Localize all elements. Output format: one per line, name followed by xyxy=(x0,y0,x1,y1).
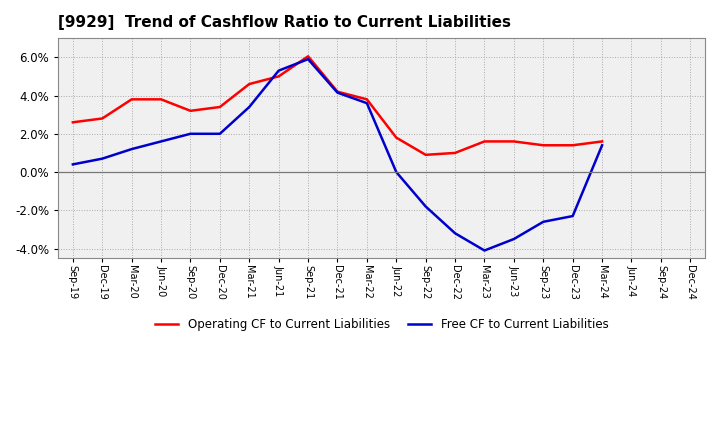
Free CF to Current Liabilities xyxy=(392,169,400,175)
Operating CF to Current Liabilities xyxy=(598,139,606,144)
Operating CF to Current Liabilities xyxy=(480,139,489,144)
Line: Operating CF to Current Liabilities: Operating CF to Current Liabilities xyxy=(73,56,602,155)
Operating CF to Current Liabilities xyxy=(392,135,400,140)
Free CF to Current Liabilities xyxy=(363,100,372,106)
Free CF to Current Liabilities xyxy=(421,204,430,209)
Free CF to Current Liabilities xyxy=(539,219,548,224)
Operating CF to Current Liabilities xyxy=(451,150,459,156)
Operating CF to Current Liabilities xyxy=(215,104,224,110)
Free CF to Current Liabilities xyxy=(333,90,342,95)
Operating CF to Current Liabilities xyxy=(539,143,548,148)
Operating CF to Current Liabilities xyxy=(68,120,77,125)
Free CF to Current Liabilities xyxy=(157,139,166,144)
Operating CF to Current Liabilities xyxy=(304,54,312,59)
Text: [9929]  Trend of Cashflow Ratio to Current Liabilities: [9929] Trend of Cashflow Ratio to Curren… xyxy=(58,15,511,30)
Legend: Operating CF to Current Liabilities, Free CF to Current Liabilities: Operating CF to Current Liabilities, Fre… xyxy=(150,313,613,336)
Free CF to Current Liabilities xyxy=(274,68,283,73)
Free CF to Current Liabilities xyxy=(304,56,312,62)
Operating CF to Current Liabilities xyxy=(274,74,283,79)
Operating CF to Current Liabilities xyxy=(421,152,430,158)
Operating CF to Current Liabilities xyxy=(186,108,195,114)
Line: Free CF to Current Liabilities: Free CF to Current Liabilities xyxy=(73,59,602,250)
Free CF to Current Liabilities xyxy=(510,236,518,242)
Free CF to Current Liabilities xyxy=(98,156,107,161)
Free CF to Current Liabilities xyxy=(68,162,77,167)
Free CF to Current Liabilities xyxy=(127,147,136,152)
Free CF to Current Liabilities xyxy=(215,131,224,136)
Operating CF to Current Liabilities xyxy=(157,97,166,102)
Operating CF to Current Liabilities xyxy=(245,81,253,87)
Free CF to Current Liabilities xyxy=(451,231,459,236)
Free CF to Current Liabilities xyxy=(598,143,606,148)
Operating CF to Current Liabilities xyxy=(363,97,372,102)
Free CF to Current Liabilities xyxy=(480,248,489,253)
Free CF to Current Liabilities xyxy=(245,104,253,110)
Operating CF to Current Liabilities xyxy=(510,139,518,144)
Operating CF to Current Liabilities xyxy=(127,97,136,102)
Operating CF to Current Liabilities xyxy=(568,143,577,148)
Free CF to Current Liabilities xyxy=(568,213,577,219)
Operating CF to Current Liabilities xyxy=(333,89,342,94)
Operating CF to Current Liabilities xyxy=(98,116,107,121)
Free CF to Current Liabilities xyxy=(186,131,195,136)
